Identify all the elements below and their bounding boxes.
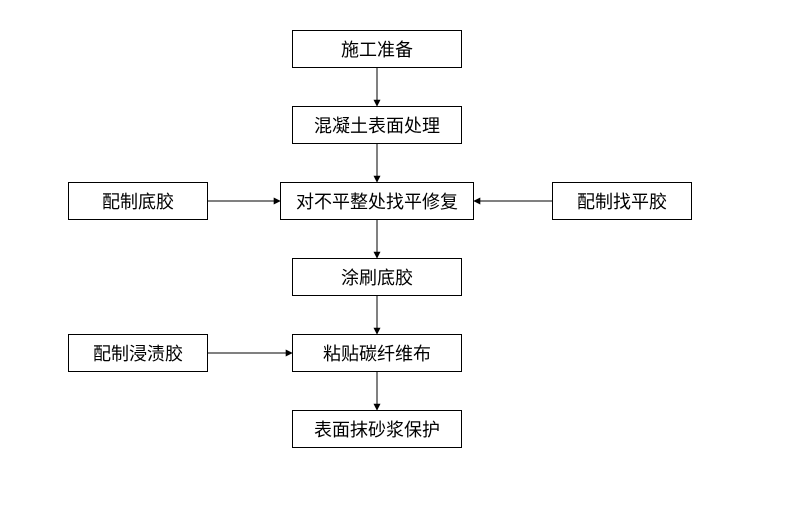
node-label: 涂刷底胶 (341, 264, 413, 290)
node-leveling-repair: 对不平整处找平修复 (280, 182, 474, 220)
flowchart-canvas: 施工准备 混凝土表面处理 对不平整处找平修复 涂刷底胶 粘贴碳纤维布 表面抹砂浆… (0, 0, 800, 530)
node-label: 混凝土表面处理 (314, 112, 440, 138)
node-label: 对不平整处找平修复 (296, 188, 458, 214)
node-surface-treatment: 混凝土表面处理 (292, 106, 462, 144)
node-primer-coating: 涂刷底胶 (292, 258, 462, 296)
node-mortar-protection: 表面抹砂浆保护 (292, 410, 462, 448)
node-label: 施工准备 (341, 36, 413, 62)
node-primer-glue: 配制底胶 (68, 182, 208, 220)
node-carbon-fiber: 粘贴碳纤维布 (292, 334, 462, 372)
node-impregnation-glue: 配制浸渍胶 (68, 334, 208, 372)
node-leveling-glue: 配制找平胶 (552, 182, 692, 220)
node-label: 配制浸渍胶 (93, 340, 183, 366)
node-label: 粘贴碳纤维布 (323, 340, 431, 366)
node-label: 表面抹砂浆保护 (314, 416, 440, 442)
node-prep: 施工准备 (292, 30, 462, 68)
node-label: 配制找平胶 (577, 188, 667, 214)
node-label: 配制底胶 (102, 188, 174, 214)
